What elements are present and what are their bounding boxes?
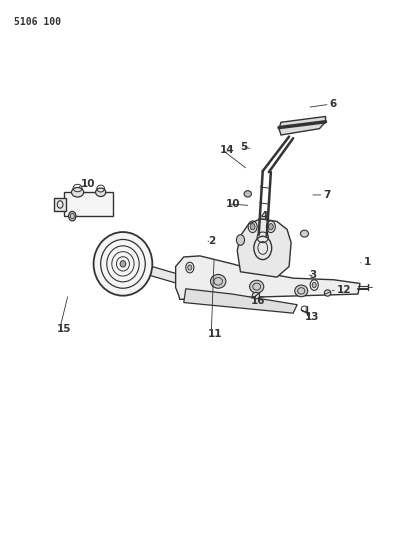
Ellipse shape [252,293,259,299]
Text: 15: 15 [57,324,72,334]
Text: 4: 4 [261,211,268,221]
Text: 3: 3 [309,270,317,280]
Polygon shape [54,198,66,212]
Text: 14: 14 [220,145,235,155]
Text: 5: 5 [240,142,248,152]
Text: 1: 1 [364,257,371,267]
Text: 7: 7 [324,190,331,200]
Text: 12: 12 [337,285,351,295]
Polygon shape [175,256,360,300]
Ellipse shape [71,188,84,197]
Text: 10: 10 [226,199,240,209]
Ellipse shape [295,285,308,297]
Polygon shape [123,258,228,298]
Polygon shape [279,116,326,135]
Text: 5106 100: 5106 100 [13,17,60,27]
Ellipse shape [120,261,126,267]
Ellipse shape [250,280,264,293]
Text: 11: 11 [208,329,222,340]
Text: 6: 6 [330,99,337,109]
Polygon shape [184,289,297,313]
Ellipse shape [300,230,308,237]
Circle shape [312,282,316,288]
Circle shape [236,235,244,245]
Circle shape [250,223,255,230]
Circle shape [69,212,76,221]
Text: 2: 2 [208,236,215,246]
Ellipse shape [324,290,331,296]
Ellipse shape [211,274,226,288]
Polygon shape [64,192,113,216]
Text: 10: 10 [80,179,95,189]
Ellipse shape [95,188,106,197]
Text: 13: 13 [304,312,319,322]
Circle shape [268,223,273,230]
Text: 16: 16 [251,296,265,306]
Polygon shape [237,219,291,277]
Ellipse shape [93,232,152,296]
Ellipse shape [244,191,251,197]
Circle shape [188,265,192,270]
